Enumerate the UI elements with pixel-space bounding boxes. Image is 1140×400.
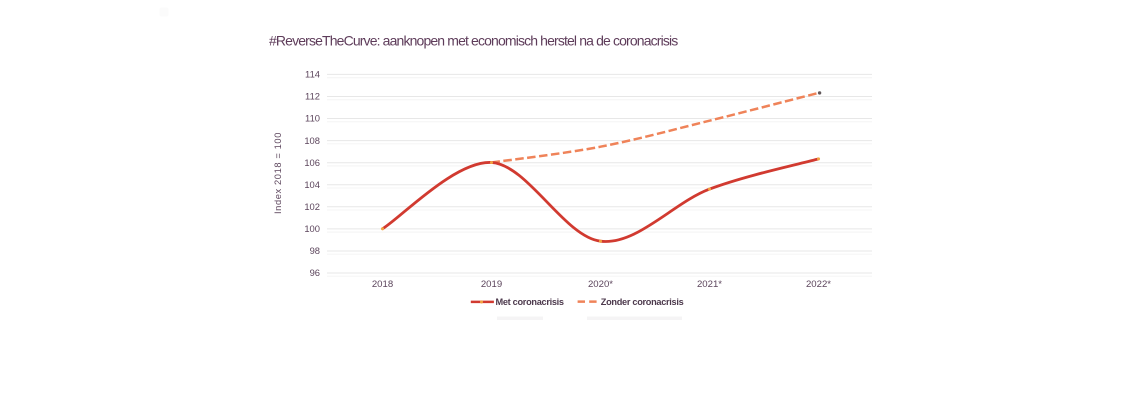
svg-text:2018: 2018 [372, 279, 393, 290]
svg-text:Zonder coronacrisis: Zonder coronacrisis [601, 297, 684, 307]
svg-text:2020*: 2020* [588, 279, 613, 290]
svg-text:Met coronacrisis: Met coronacrisis [496, 297, 564, 307]
svg-text:2021*: 2021* [697, 279, 722, 290]
svg-text:2022*: 2022* [806, 279, 831, 290]
svg-text:102: 102 [304, 201, 320, 212]
svg-text:96: 96 [310, 267, 320, 278]
svg-text:100: 100 [304, 223, 320, 234]
svg-text:104: 104 [304, 179, 320, 190]
svg-text:108: 108 [304, 135, 320, 146]
svg-text:112: 112 [305, 91, 320, 102]
svg-text:2019: 2019 [481, 279, 502, 290]
svg-text:106: 106 [304, 157, 320, 168]
svg-text:110: 110 [305, 113, 320, 124]
svg-text:98: 98 [310, 245, 320, 256]
svg-text:Index 2018 = 100: Index 2018 = 100 [273, 132, 283, 214]
svg-text:114: 114 [305, 69, 320, 80]
svg-text:#ReverseTheCurve: aanknopen me: #ReverseTheCurve: aanknopen met economis… [269, 33, 678, 49]
